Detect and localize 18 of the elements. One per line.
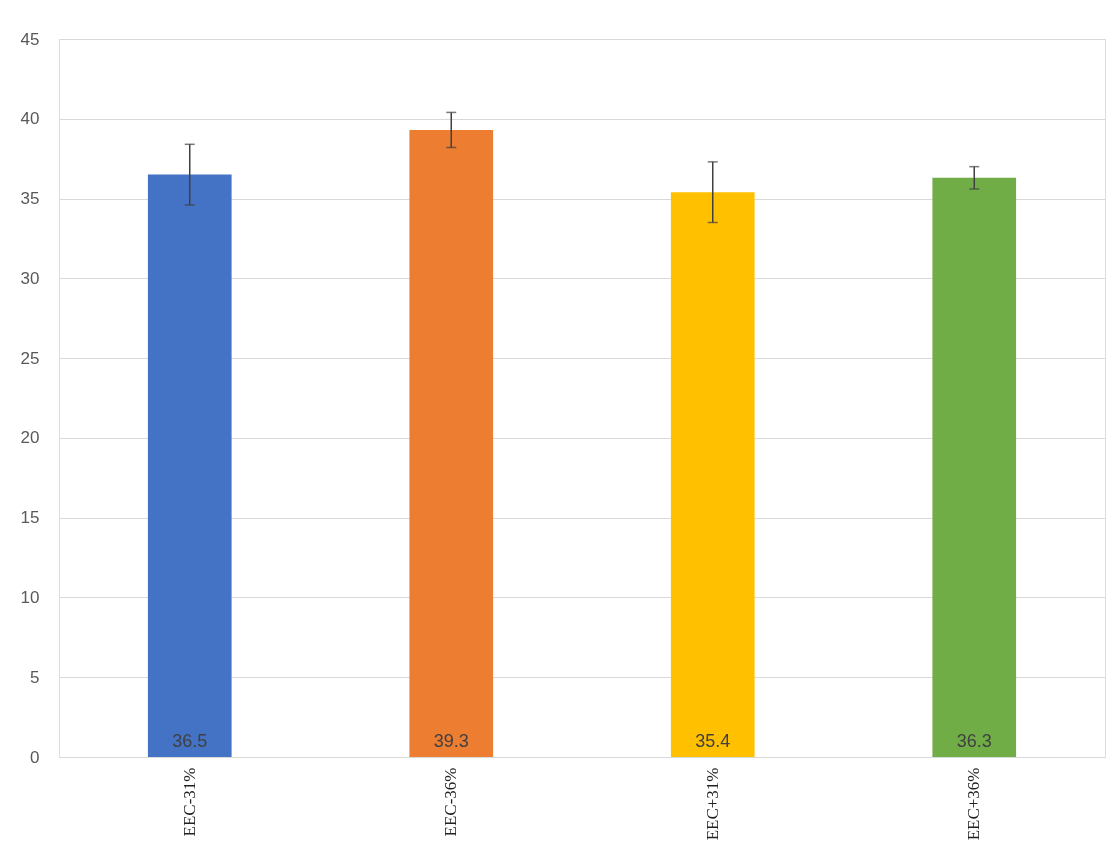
data-label: 35.4 [695,731,731,751]
y-tick-label: 30 [20,268,40,288]
y-tick-label: 0 [30,747,40,767]
x-tick-label: EEC+36% [964,767,984,841]
y-tick-label: 45 [20,29,40,49]
y-tick-label: 25 [20,348,40,368]
data-label: 36.5 [172,731,208,751]
y-tick-label: 15 [20,508,40,528]
x-tick-label: EEC+31% [702,767,722,841]
y-tick-label: 40 [20,109,40,129]
x-tick-label: EEC-31% [179,767,199,837]
y-tick-label: 35 [20,189,40,209]
data-label: 39.3 [433,731,469,751]
x-tick-label: EEC-36% [441,767,461,837]
data-label: 36.3 [956,731,992,751]
y-tick-label: 20 [20,428,40,448]
y-tick-label: 5 [30,667,40,687]
y-tick-label: 10 [20,587,40,607]
